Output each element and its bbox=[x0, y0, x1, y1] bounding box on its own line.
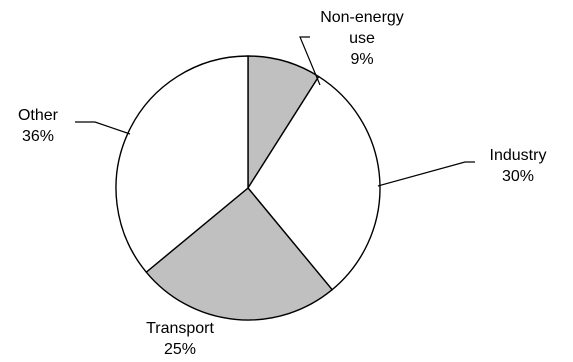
slice-label-other: Other 36% bbox=[18, 107, 59, 145]
slice-name-label: Non-energy bbox=[320, 9, 404, 26]
slice-value-label: 30% bbox=[502, 168, 534, 185]
pie-slice-transport bbox=[145, 187, 333, 321]
slice-name-label: Industry bbox=[490, 147, 547, 164]
pie-slices bbox=[115, 55, 381, 321]
leader-line-industry bbox=[377, 161, 475, 187]
slice-name-label: Other bbox=[18, 107, 59, 124]
slice-value-label: 25% bbox=[164, 341, 196, 358]
slice-name-label: use bbox=[349, 30, 375, 47]
slice-labels: Non-energy use 9% Industry 30% Transport 25% Ot… bbox=[18, 9, 546, 358]
leader-line-other bbox=[75, 121, 131, 135]
slice-label-transport: Transport 25% bbox=[146, 320, 214, 358]
slice-value-label: 9% bbox=[350, 51, 373, 68]
leader-line-non-energy-use bbox=[299, 36, 321, 86]
slice-value-label: 36% bbox=[22, 128, 54, 145]
pie-slice-other bbox=[115, 55, 249, 273]
slice-name-label: Transport bbox=[146, 320, 214, 337]
pie-slice-industry bbox=[247, 75, 381, 291]
slice-label-non-energy-use: Non-energy use 9% bbox=[320, 9, 404, 68]
slice-label-industry: Industry 30% bbox=[490, 147, 547, 185]
leader-lines bbox=[75, 36, 475, 187]
